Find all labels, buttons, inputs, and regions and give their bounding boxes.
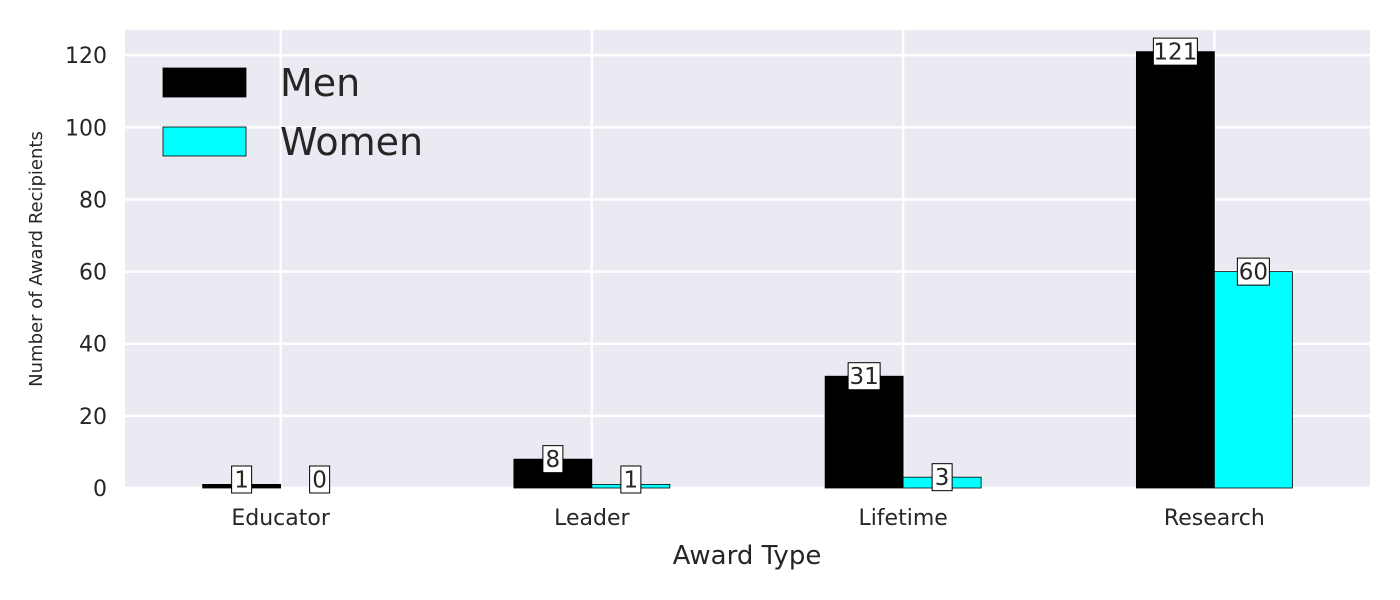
- x-tick-label: Educator: [231, 506, 330, 531]
- data-label-women-research: 60: [1236, 257, 1270, 286]
- y-tick-label: 120: [65, 44, 107, 69]
- data-label-women-educator: 0: [309, 465, 331, 494]
- y-tick-label: 40: [79, 333, 107, 358]
- data-label-box: [1236, 257, 1270, 286]
- y-tick-label: 20: [79, 405, 107, 430]
- x-tick-label: Leader: [554, 506, 630, 531]
- data-label-box: [542, 445, 564, 474]
- data-label-text: 1: [234, 468, 249, 494]
- data-label-women-lifetime: 3: [931, 463, 953, 492]
- data-label-text: 60: [1239, 260, 1268, 286]
- data-label-text: 31: [849, 364, 878, 390]
- data-label-box: [309, 465, 331, 494]
- data-label-text: 121: [1153, 40, 1197, 66]
- y-axis-title: Number of Award Recipients: [26, 131, 47, 387]
- data-labels: 1 8 31 121 0 1 3 60: [231, 37, 1270, 494]
- data-label-text: 1: [624, 468, 639, 494]
- data-label-text: 0: [312, 468, 327, 494]
- legend: Men Women: [162, 61, 423, 164]
- y-tick-label: 60: [79, 261, 107, 286]
- legend-label-men: Men: [280, 61, 360, 105]
- data-label-box: [931, 463, 953, 492]
- y-tick-label: 80: [79, 188, 107, 213]
- data-label-box: [231, 465, 253, 494]
- bar-men-lifetime: [824, 375, 904, 489]
- legend-swatch-women: [162, 126, 247, 157]
- data-label-men-research: 121: [1152, 37, 1198, 66]
- data-label-text: 8: [546, 447, 561, 473]
- legend-label-women: Women: [280, 120, 423, 164]
- data-label-men-lifetime: 31: [847, 362, 881, 391]
- data-label-box: [847, 362, 881, 391]
- data-label-box: [1152, 37, 1198, 66]
- x-tick-label: Research: [1164, 506, 1265, 531]
- x-tick-label: Lifetime: [858, 506, 947, 531]
- x-axis-title: Award Type: [673, 541, 822, 571]
- data-label-men-educator: 1: [231, 465, 253, 494]
- data-label-box: [620, 465, 642, 494]
- bar-women-research: [1213, 271, 1293, 489]
- data-label-men-leader: 8: [542, 445, 564, 474]
- legend-swatch-men: [162, 67, 247, 98]
- bar-men-research: [1135, 51, 1215, 489]
- data-label-text: 3: [935, 465, 950, 491]
- y-tick-label: 0: [93, 477, 107, 502]
- y-tick-label: 100: [65, 116, 107, 141]
- data-label-women-leader: 1: [620, 465, 642, 494]
